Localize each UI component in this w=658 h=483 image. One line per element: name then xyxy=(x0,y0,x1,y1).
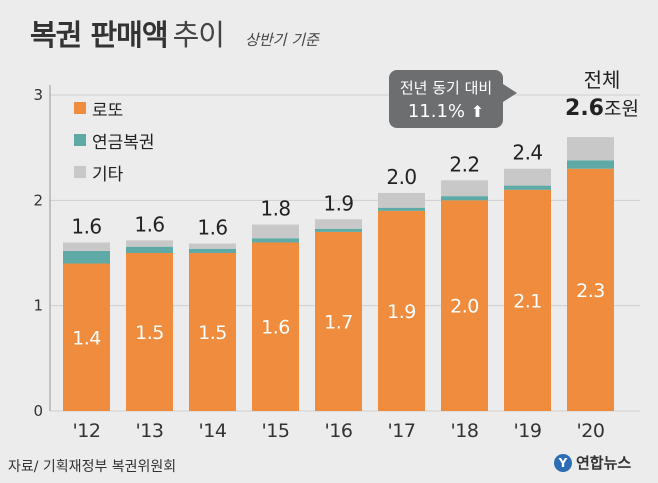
y-tick-label: 1 xyxy=(33,297,43,315)
bar-value-label: 1.5 xyxy=(198,322,227,344)
bar-segment-lotto xyxy=(504,189,551,411)
bar-segment-lotto xyxy=(315,231,362,411)
legend-label-pension: 연금복권 xyxy=(92,132,155,153)
yoy-callout: 전년 동기 대비 11.1% ⬆ xyxy=(389,70,517,128)
title-main: 복권 판매액 xyxy=(30,18,168,52)
bar-value-label: 1.5 xyxy=(135,322,164,344)
bar-segment-other xyxy=(252,224,299,239)
x-tick-label: '15 xyxy=(262,420,290,442)
bar-total-label: 2.2 xyxy=(449,152,479,176)
bar-segment-other xyxy=(315,219,362,229)
legend-item-pension: 연금복권 xyxy=(74,124,155,156)
chart-title: 복권 판매액 추이 상반기 기준 xyxy=(30,12,319,54)
legend-swatch-lotto xyxy=(74,102,86,114)
bar-segment-other xyxy=(504,168,551,186)
bar-segment-lotto xyxy=(189,253,236,411)
bar-value-label: 1.7 xyxy=(324,311,353,333)
y-tick-label: 3 xyxy=(33,86,43,104)
bar-segment-pension xyxy=(126,246,173,253)
bar-segment-other xyxy=(441,180,488,197)
bar-total-label: 2.4 xyxy=(512,141,542,165)
x-tick-label: '18 xyxy=(451,420,479,442)
title-light: 추이 xyxy=(172,18,225,52)
x-tick-label: '20 xyxy=(577,420,605,442)
bar-segment-pension xyxy=(504,185,551,190)
bar-segment-lotto xyxy=(126,253,173,411)
total-header-word: 전체 xyxy=(583,68,621,92)
callout-value-row: 11.1% ⬆ xyxy=(389,101,503,122)
callout-label: 전년 동기 대비 xyxy=(399,79,493,97)
title-subtitle: 상반기 기준 xyxy=(245,31,319,49)
x-tick-label: '19 xyxy=(514,420,542,442)
legend-swatch-pension xyxy=(74,134,86,146)
x-tick-label: '17 xyxy=(388,420,416,442)
total-header-unit: 조원 xyxy=(604,98,639,120)
bar-total-label: 1.6 xyxy=(197,216,227,240)
x-tick-label: '13 xyxy=(136,420,164,442)
total-header-value: 2.6 xyxy=(565,96,604,121)
bar-value-label: 1.6 xyxy=(261,317,290,339)
bar-total-label: 1.8 xyxy=(260,197,290,221)
bar-segment-lotto xyxy=(63,263,110,411)
legend-swatch-other xyxy=(74,166,86,178)
bar-segment-lotto xyxy=(252,242,299,411)
bar-total-label: 2.0 xyxy=(386,165,416,189)
yonhap-logo-icon: Y xyxy=(554,453,572,472)
up-arrow-icon: ⬆ xyxy=(470,102,485,121)
bar-value-label: 1.4 xyxy=(72,327,101,349)
bar-segment-other xyxy=(378,192,425,208)
x-tick-label: '12 xyxy=(73,420,101,442)
bar-segment-other xyxy=(63,242,110,251)
callout-value: 11.1% xyxy=(407,101,466,122)
brand: Y 연합뉴스 xyxy=(554,452,631,473)
y-tick-label: 0 xyxy=(33,402,43,420)
total-header: 전체 2.6조원 xyxy=(560,64,644,121)
bar-segment-pension xyxy=(63,250,110,264)
bar-value-label: 2.0 xyxy=(450,296,479,318)
bar-value-label: 2.1 xyxy=(513,290,542,312)
bar-value-label: 1.9 xyxy=(387,301,416,323)
bar-segment-pension xyxy=(441,196,488,201)
brand-name: 연합뉴스 xyxy=(576,454,632,472)
bar-segment-pension xyxy=(252,238,299,243)
bar-segment-other xyxy=(567,137,614,161)
legend-item-other: 기타 xyxy=(74,156,155,188)
bar-total-label: 1.6 xyxy=(71,214,101,238)
bar-segment-lotto xyxy=(441,200,488,411)
bar-segment-pension xyxy=(189,248,236,253)
x-tick-label: '14 xyxy=(199,420,227,442)
bar-segment-other xyxy=(189,243,236,249)
source-note: 자료/ 기획재정부 복권위원회 xyxy=(8,459,177,475)
bar-segment-lotto xyxy=(567,168,614,411)
bar-segment-pension xyxy=(315,228,362,232)
bar-segment-lotto xyxy=(378,210,425,411)
bar-segment-pension xyxy=(378,207,425,211)
legend: 로또 연금복권 기타 xyxy=(74,92,155,188)
legend-label-lotto: 로또 xyxy=(92,100,124,121)
total-header-value-row: 2.6조원 xyxy=(560,94,644,121)
bar-total-label: 1.6 xyxy=(134,212,164,236)
bar-total-label: 1.9 xyxy=(323,191,353,215)
x-tick-label: '16 xyxy=(325,420,353,442)
legend-item-lotto: 로또 xyxy=(74,92,155,124)
y-tick-label: 2 xyxy=(33,191,43,209)
bar-segment-pension xyxy=(567,160,614,169)
legend-label-other: 기타 xyxy=(92,164,124,185)
bar-segment-other xyxy=(126,240,173,247)
bar-value-label: 2.3 xyxy=(576,280,605,302)
